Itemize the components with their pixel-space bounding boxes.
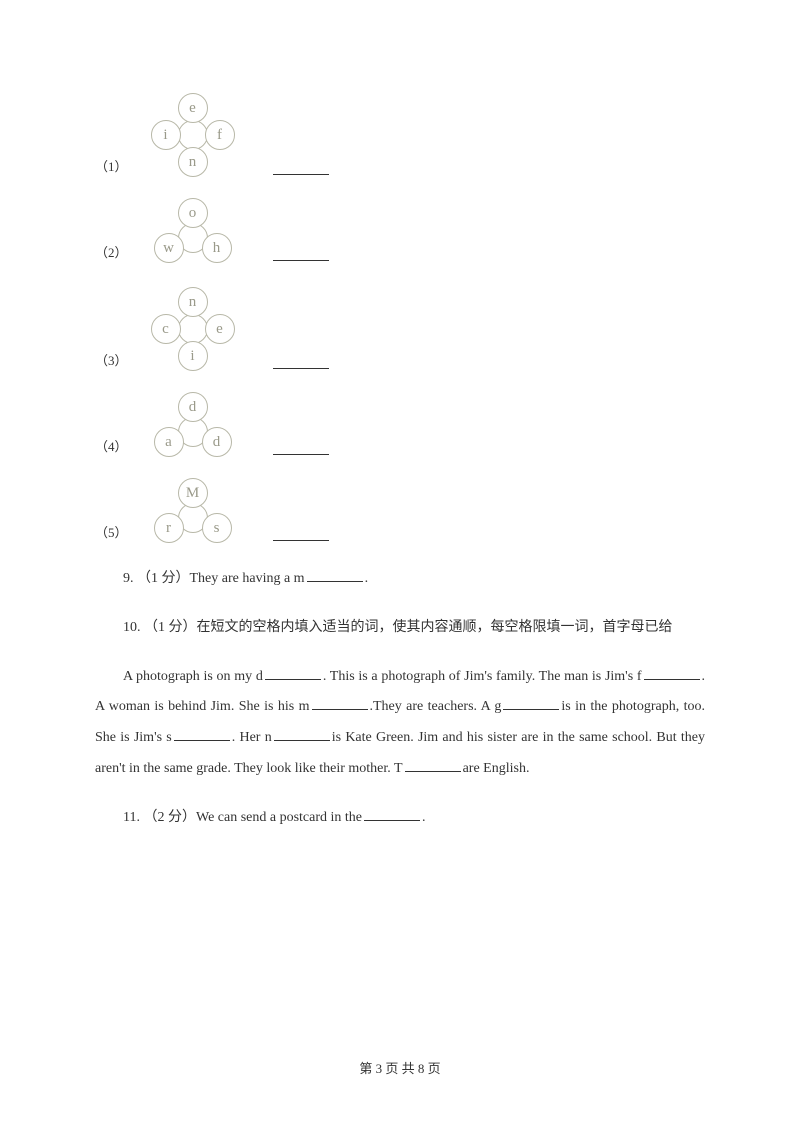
letter-circle: d [178, 392, 208, 422]
letter-circle: n [178, 287, 208, 317]
blank [312, 696, 368, 710]
diagram-label: （4） [95, 436, 128, 460]
letter-circle: o [178, 198, 208, 228]
passage-segment: . This is a photograph of Jim's family. … [323, 669, 642, 684]
passage-segment: .They are teachers. A g [370, 699, 502, 714]
blank [265, 666, 321, 680]
letter-circle: i [151, 120, 181, 150]
letter-circle: c [151, 314, 181, 344]
blank [307, 568, 363, 582]
center-circle [178, 120, 208, 150]
blank [364, 807, 420, 821]
answer-blank [273, 260, 329, 261]
letter-circle: a [154, 427, 184, 457]
q9-suffix: . [365, 571, 369, 586]
q9-prefix: 9. （1 分）They are having a m [123, 571, 305, 586]
diagram-label: （5） [95, 522, 128, 546]
diagram-row-2: （2） owh [95, 198, 705, 266]
letter-circle: e [178, 93, 208, 123]
letter-circle: n [178, 147, 208, 177]
letter-circle: M [178, 478, 208, 508]
letter-circle: e [205, 314, 235, 344]
diagram-row-1: （1） enif [95, 90, 705, 180]
letter-circle: w [154, 233, 184, 263]
letter-diagram: enif [148, 90, 238, 180]
letter-circle: i [178, 341, 208, 371]
letter-diagram: owh [148, 198, 238, 266]
passage-segment: . Her n [232, 730, 272, 745]
answer-blank [273, 540, 329, 541]
q11-suffix: . [422, 810, 426, 825]
answer-blank [273, 174, 329, 175]
letter-circle: f [205, 120, 235, 150]
letter-circle: h [202, 233, 232, 263]
blank [503, 696, 559, 710]
center-circle [178, 314, 208, 344]
answer-blank [273, 454, 329, 455]
question-10-intro: 10. （1 分）在短文的空格内填入适当的词，使其内容通顺，每空格限填一词，首字… [95, 613, 705, 644]
question-11: 11. （2 分）We can send a postcard in the. [95, 803, 705, 834]
diagram-row-4: （4） dad [95, 392, 705, 460]
diagram-label: （2） [95, 242, 128, 266]
blank [644, 666, 700, 680]
diagram-label: （3） [95, 350, 128, 374]
page-footer: 第 3 页 共 8 页 [0, 1058, 800, 1077]
passage-segment: A photograph is on my d [123, 669, 263, 684]
blank [174, 727, 230, 741]
letter-diagram: Mrs [148, 478, 238, 546]
letter-circle: r [154, 513, 184, 543]
q11-prefix: 11. （2 分）We can send a postcard in the [123, 810, 362, 825]
letter-circle: s [202, 513, 232, 543]
letter-circle: d [202, 427, 232, 457]
question-10-passage: A photograph is on my d . This is a photo… [95, 662, 705, 785]
letter-diagram: dad [148, 392, 238, 460]
diagram-label: （1） [95, 156, 128, 180]
blank [274, 727, 330, 741]
answer-blank [273, 368, 329, 369]
diagram-row-5: （5） Mrs [95, 478, 705, 546]
blank [405, 758, 461, 772]
question-9: 9. （1 分）They are having a m. [95, 564, 705, 595]
passage-segment: are English. [463, 761, 530, 776]
letter-diagram: nice [148, 284, 238, 374]
diagram-row-3: （3） nice [95, 284, 705, 374]
